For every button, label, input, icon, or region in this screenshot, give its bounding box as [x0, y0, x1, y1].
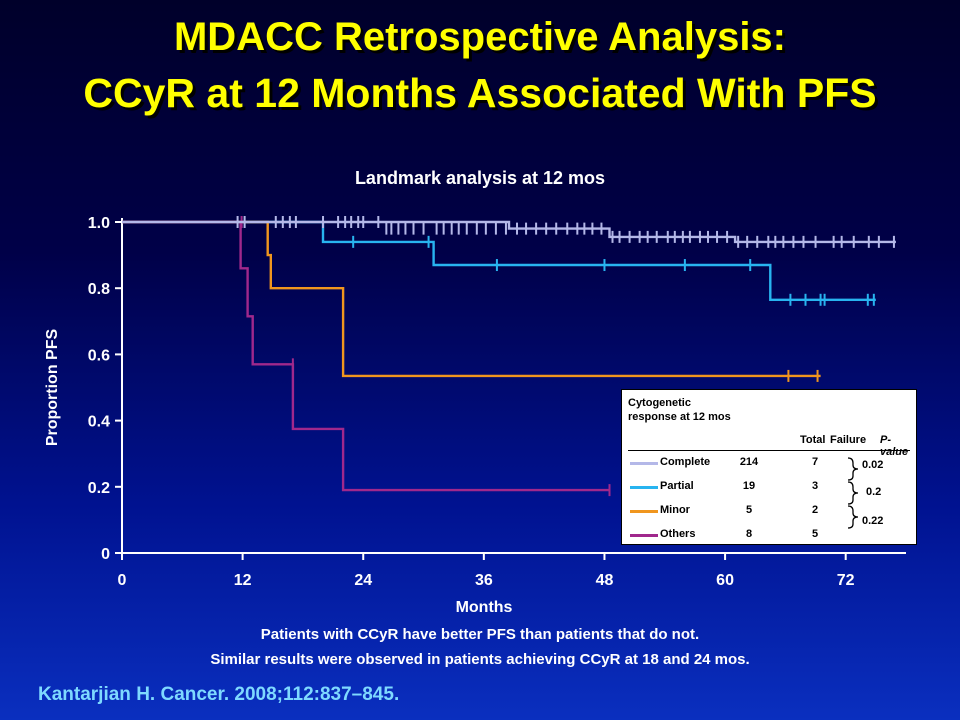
footer-line1: Patients with CCyR have better PFS than …: [260, 626, 700, 643]
legend-table: Cytogenetic response at 12 mos Total Fai…: [621, 389, 917, 545]
legend-total-partial: 19: [742, 480, 756, 492]
pvalue-1: 0.02: [862, 459, 884, 471]
y-tick-label: 0: [101, 546, 110, 563]
legend-line-partial: [630, 486, 658, 489]
x-tick-label: 48: [596, 572, 614, 589]
slide-title-line2: CCyR at 12 Months Associated With PFS: [83, 70, 877, 116]
x-tick-label: 24: [354, 572, 372, 589]
legend-name-others: Others: [660, 528, 696, 540]
y-tick-label: 0.6: [88, 347, 110, 364]
y-tick-label: 0.2: [88, 480, 110, 497]
legend-name-partial: Partial: [660, 480, 694, 492]
y-axis-label: Proportion PFS: [44, 329, 61, 447]
series-line-complete: [122, 220, 896, 244]
legend-header-pvalue-text: P-value: [880, 434, 909, 458]
pvalue-3: 0.22: [862, 515, 884, 527]
y-tick-label: 1.0: [88, 215, 110, 232]
legend-header-group: Cytogenetic response at 12 mos: [628, 397, 731, 423]
series-line-partial: [122, 220, 876, 301]
legend-total-others: 8: [745, 528, 753, 540]
legend-line-minor: [630, 510, 658, 513]
citation: Kantarjian H. Cancer. 2008;112:837–845.: [38, 684, 400, 705]
pvalue-2: 0.2: [866, 486, 882, 498]
x-tick-label: 60: [716, 572, 734, 589]
legend-failure-others: 5: [811, 528, 819, 540]
x-tick-label: 12: [234, 572, 252, 589]
chart-title: Landmark analysis at 12 mos: [354, 168, 606, 188]
legend-name-complete: Complete: [660, 456, 711, 468]
legend-name-minor: Minor: [660, 504, 690, 516]
legend-failure-minor: 2: [811, 504, 819, 516]
y-tick-label: 0.8: [88, 281, 110, 298]
legend-failure-partial: 3: [811, 480, 819, 492]
x-tick-label: 72: [837, 572, 855, 589]
legend-header-rule: [628, 450, 910, 451]
series-line-minor: [122, 220, 821, 378]
pvalue-braces: [847, 457, 859, 529]
x-axis-label: Months: [456, 599, 513, 616]
footer-line2: Similar results were observed in patient…: [210, 651, 750, 668]
legend-line-complete: [630, 462, 658, 465]
x-tick-label: 36: [475, 572, 493, 589]
legend-line-others: [630, 534, 658, 537]
legend-failure-complete: 7: [811, 456, 819, 468]
slide-title-line1: MDACC Retrospective Analysis:: [173, 15, 786, 59]
y-tick-label: 0.4: [88, 414, 110, 431]
legend-header-pvalue: P-value: [880, 434, 916, 458]
legend-total-complete: 214: [739, 456, 759, 468]
series-line-others: [122, 220, 610, 492]
legend-total-minor: 5: [745, 504, 753, 516]
x-tick-label: 0: [118, 572, 127, 589]
legend-header-total: Total: [800, 434, 826, 446]
legend-header-failure: Failure: [830, 434, 867, 446]
